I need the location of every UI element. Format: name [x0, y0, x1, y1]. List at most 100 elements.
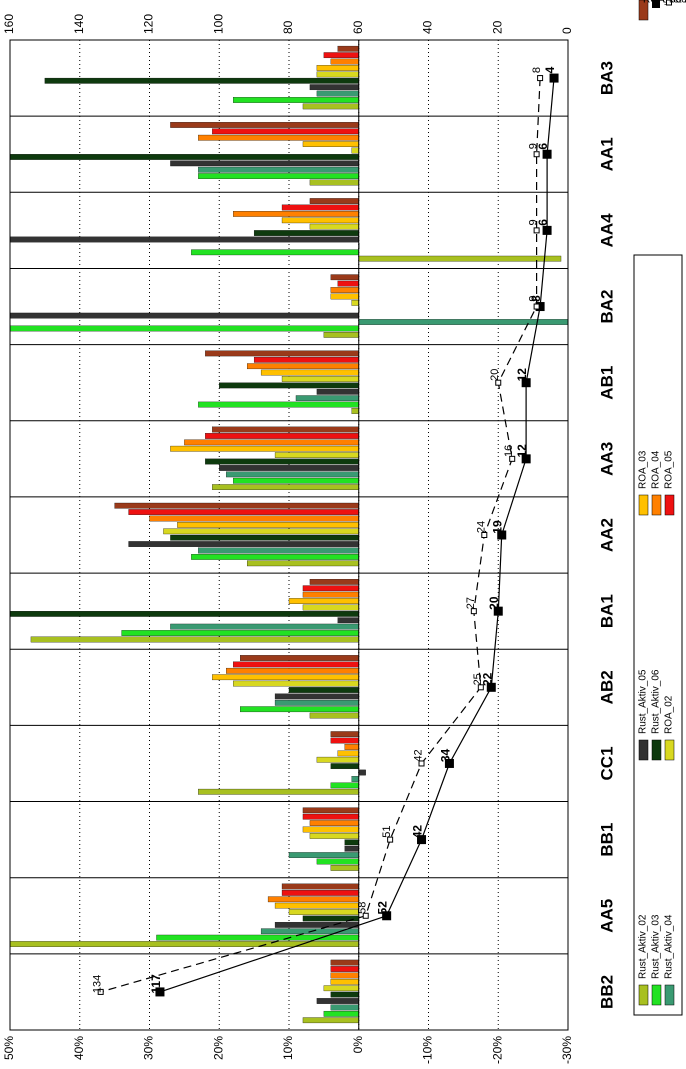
legend-label: ROA_06 [643, 0, 682, 6]
count-tick-label: 140 [72, 14, 86, 34]
legend-swatch [638, 0, 649, 21]
bar [309, 833, 359, 839]
bar [316, 388, 359, 395]
bar [323, 1010, 359, 1017]
bar [9, 611, 359, 617]
legend-label: ROA_05 [664, 450, 675, 489]
category-label: AB2 [597, 670, 616, 704]
bar [316, 65, 359, 71]
bar [316, 90, 359, 97]
line-point [521, 378, 531, 388]
legend-marker [666, 0, 672, 6]
bar [302, 591, 359, 598]
bar [288, 598, 359, 604]
bar [309, 712, 359, 719]
bar [316, 71, 359, 78]
bar [163, 528, 359, 535]
line-point [155, 987, 165, 997]
bar [233, 211, 359, 217]
bar [330, 1004, 359, 1011]
category-label: BA1 [597, 594, 616, 628]
bar [288, 909, 359, 915]
legend-swatch [664, 494, 675, 516]
category-label: BB1 [597, 823, 616, 857]
bar [128, 509, 359, 515]
data-label: 20 [489, 369, 501, 381]
bar [302, 826, 359, 833]
bar [191, 554, 359, 560]
bar [170, 534, 359, 541]
bar [274, 452, 359, 458]
bar [9, 154, 359, 160]
data-label: 9 [528, 295, 540, 301]
bar [309, 179, 359, 186]
category-label: CC1 [597, 746, 616, 780]
bar [316, 756, 359, 763]
bar [121, 630, 359, 636]
percent-tick-label: 20% [211, 1036, 225, 1060]
bar [128, 541, 359, 547]
bar [309, 579, 359, 585]
count-tick-label: 100 [211, 14, 225, 34]
bar [170, 623, 359, 630]
legend-swatch [651, 494, 662, 516]
bar [233, 661, 359, 668]
line-point [533, 227, 540, 234]
data-label: 25 [472, 673, 484, 685]
count-tick-label: 20 [490, 20, 504, 34]
line-point [486, 682, 496, 692]
data-label: 4 [543, 66, 557, 73]
line-point [549, 73, 559, 83]
data-label: 27 [465, 597, 477, 609]
tick-labels: BA3 AA1 AA4 BA2 AB1 AA3 AA2 BA1 AB2 CC1 BB1 AA5 BB2 -… [2, 14, 616, 1064]
data-label: 117 [149, 974, 163, 994]
bar [274, 693, 359, 700]
bar [323, 52, 359, 59]
legend-swatch [664, 984, 675, 1006]
data-label: 20 [487, 596, 501, 610]
bar [149, 515, 359, 522]
count-tick-label: 0 [560, 27, 574, 34]
bar [281, 204, 359, 211]
bar [330, 991, 359, 998]
data-label: 8 [529, 295, 543, 302]
bar [330, 865, 359, 871]
bar [170, 122, 359, 128]
line-point [533, 303, 540, 310]
percent-tick-label: -10% [421, 1036, 435, 1064]
bar [323, 331, 359, 338]
bar [44, 77, 359, 84]
bar [351, 299, 359, 306]
percent-tick-label: 30% [142, 1036, 156, 1060]
data-label: 42 [411, 825, 425, 839]
bar [281, 883, 359, 890]
bar [226, 667, 359, 674]
bar [330, 731, 359, 738]
bar [184, 439, 359, 446]
data-label: 9 [528, 219, 540, 225]
legend-label: Počet vč. nekompletních [669, 0, 686, 6]
category-label: BA2 [597, 290, 616, 324]
bar [253, 230, 359, 236]
line-point [521, 454, 531, 464]
bar [212, 128, 359, 135]
bar [212, 674, 359, 681]
legend-label: Rust_Aktiv_05 [638, 669, 649, 734]
bar [260, 369, 359, 376]
bar [205, 458, 359, 465]
category-label: BA3 [597, 61, 616, 95]
data-label: 22 [480, 672, 494, 686]
data-label: 6 [536, 143, 550, 150]
bar [316, 858, 359, 865]
bar [198, 166, 359, 173]
category-label: AA2 [597, 518, 616, 552]
category-label: AA1 [597, 137, 616, 171]
line-point [542, 149, 552, 159]
legend-label: ROA_04 [651, 450, 662, 489]
bar [246, 560, 359, 567]
bar [240, 706, 359, 713]
bar [198, 401, 359, 408]
bar [177, 522, 359, 528]
count-tick-label: 120 [142, 14, 156, 34]
